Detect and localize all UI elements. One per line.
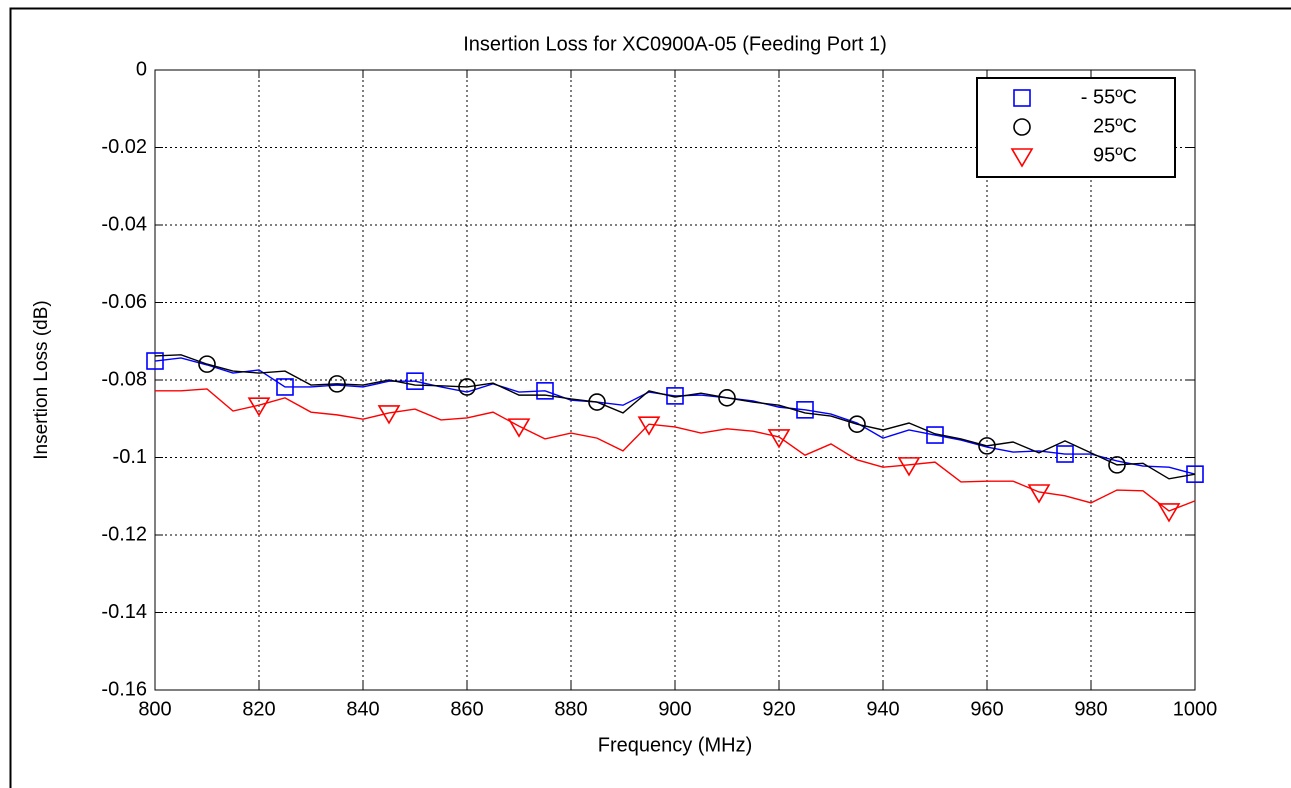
legend-label: 25ºC [1093,115,1137,137]
legend-label: - 55ºC [1081,86,1137,108]
marker [198,355,216,373]
series-line [155,388,1196,512]
y-tick-label: -0.08 [101,368,147,390]
legend-label: 95ºC [1093,144,1137,166]
marker [978,437,996,455]
marker [507,418,531,438]
marker [276,378,294,396]
marker [247,397,271,417]
marker [718,389,736,407]
y-tick-label: -0.14 [101,601,147,623]
chart-title: Insertion Loss for XC0900A-05 (Feeding P… [463,33,887,55]
marker [897,457,921,477]
x-tick-label: 820 [242,698,275,720]
marker [1108,456,1126,474]
marker [536,382,554,400]
legend-box [976,77,1176,178]
x-tick-label: 940 [866,698,899,720]
y-tick-label: -0.1 [113,446,147,468]
marker [1056,445,1074,463]
marker [1010,148,1034,168]
x-tick-label: 960 [970,698,1003,720]
marker [1027,484,1051,504]
marker [588,393,606,411]
x-tick-label: 860 [450,698,483,720]
y-tick-label: -0.12 [101,523,147,545]
marker [328,375,346,393]
y-tick-label: -0.16 [101,678,147,700]
marker [458,378,476,396]
y-tick-label: -0.06 [101,291,147,313]
marker [767,429,791,449]
y-tick-label: 0 [136,58,147,80]
x-tick-label: 920 [762,698,795,720]
x-tick-label: 840 [346,698,379,720]
x-tick-label: 1000 [1173,698,1218,720]
y-tick-label: -0.02 [101,136,147,158]
marker [377,405,401,425]
marker [1186,465,1204,483]
x-tick-label: 880 [554,698,587,720]
marker [1013,118,1031,136]
marker [406,372,424,390]
marker [848,415,866,433]
y-axis-label: Insertion Loss (dB) [31,300,52,459]
marker [146,352,164,370]
x-tick-label: 800 [138,698,171,720]
x-axis-label: Frequency (MHz) [598,734,752,756]
y-tick-label: -0.04 [101,213,147,235]
marker [637,416,661,436]
series-line [154,357,1196,475]
frame [9,7,1291,788]
marker [1157,503,1181,523]
x-tick-label: 900 [658,698,691,720]
plot-border [154,69,1196,691]
marker [1013,89,1031,107]
x-tick-label: 980 [1074,698,1107,720]
